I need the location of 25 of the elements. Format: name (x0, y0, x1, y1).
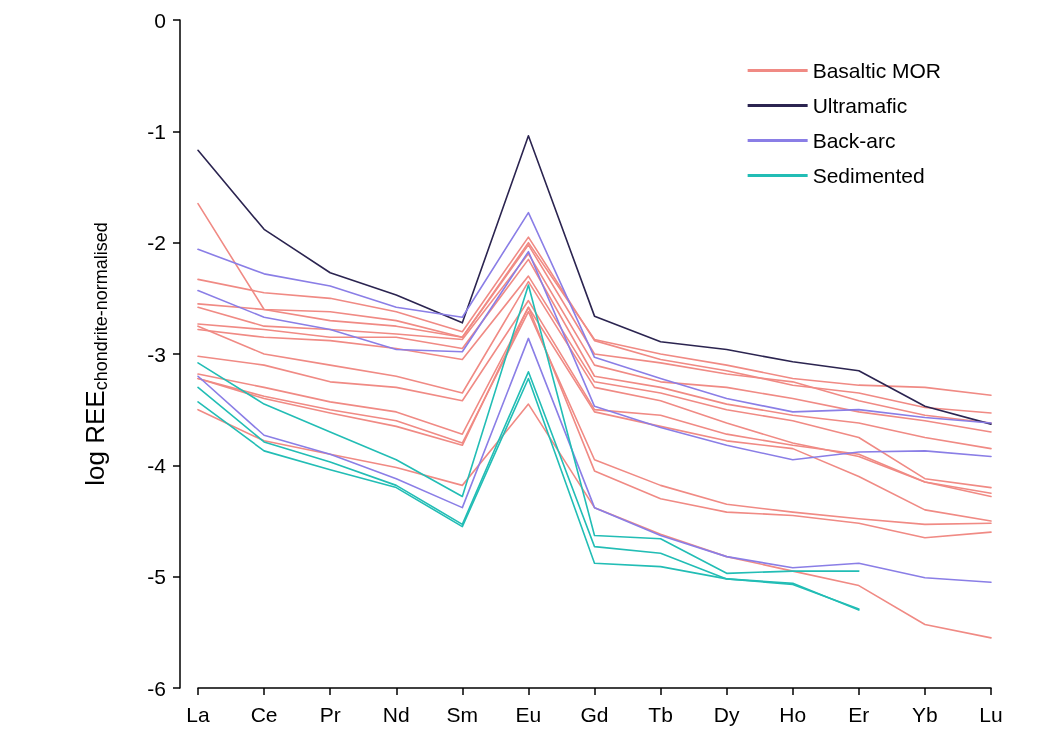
x-tick-label: Nd (382, 703, 410, 726)
x-tick-label: Ho (779, 703, 807, 726)
legend-label: Ultramafic (812, 94, 908, 117)
y-tick-label: -2 (147, 231, 166, 255)
y-axis-title: log REEchondrite-normalised (80, 222, 111, 486)
x-tick-label: Sm (446, 703, 479, 726)
y-tick-label: -4 (147, 453, 167, 477)
x-tick-label: Dy (713, 703, 740, 726)
x-tick-label: La (186, 703, 210, 726)
x-tick-label: Tb (648, 703, 673, 726)
y-tick-label: -1 (147, 119, 166, 143)
legend-label: Basaltic MOR (812, 59, 941, 82)
x-tick-label: Eu (515, 703, 542, 726)
x-tick-label: Pr (319, 703, 341, 726)
y-tick-label: 0 (154, 8, 166, 32)
y-tick-label: -5 (147, 565, 166, 589)
y-tick-label: -6 (147, 676, 166, 700)
x-tick-label: Er (848, 703, 870, 726)
x-tick-label: Lu (979, 703, 1003, 726)
legend-label: Back-arc (812, 129, 896, 152)
x-tick-label: Ce (250, 703, 278, 726)
x-tick-label: Yb (912, 703, 938, 726)
legend-label: Sedimented (812, 164, 925, 187)
x-tick-label: Gd (580, 703, 609, 726)
y-tick-label: -3 (147, 342, 166, 366)
